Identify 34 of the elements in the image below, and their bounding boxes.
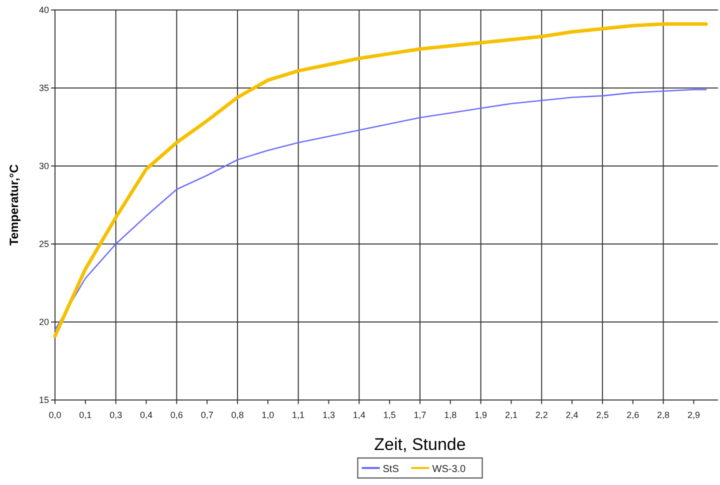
y-tick-label: 40 xyxy=(38,5,49,16)
legend-label: StS xyxy=(382,464,400,475)
x-tick-label: 1,1 xyxy=(292,410,305,420)
x-tick-label: 1,4 xyxy=(352,410,366,420)
x-tick-label: 2,6 xyxy=(626,410,640,420)
y-tick-label: 30 xyxy=(38,161,49,172)
x-tick-label: 0,6 xyxy=(170,410,183,420)
y-tick-label: 35 xyxy=(38,83,49,94)
x-tick-label: 0,8 xyxy=(231,410,244,420)
y-tick-label: 15 xyxy=(38,395,49,406)
legend-label: WS-3.0 xyxy=(432,464,466,475)
x-tick-label: 2,9 xyxy=(687,410,700,420)
x-tick-label: 1,0 xyxy=(262,410,274,420)
x-tick-label: 2,8 xyxy=(657,410,670,420)
x-tick-label: 0,1 xyxy=(79,410,92,420)
x-tick-label: 2,1 xyxy=(504,410,518,420)
x-tick-label: 0,3 xyxy=(110,410,122,420)
y-tick-label: 25 xyxy=(38,239,49,250)
x-tick-label: 1,9 xyxy=(474,410,488,420)
x-tick-label: 0,7 xyxy=(200,410,214,420)
line-series xyxy=(53,22,708,338)
x-tick-label: 2,4 xyxy=(566,410,578,420)
x-tick-label: 2,2 xyxy=(535,410,548,420)
x-tick-label: 1,7 xyxy=(414,410,426,420)
y-axis-title: Temperatur,°C xyxy=(7,164,21,246)
x-tick-label: 1,5 xyxy=(383,410,396,420)
x-tick-label: 1,3 xyxy=(322,410,335,420)
x-tick-label: 2,5 xyxy=(596,410,609,420)
x-tick-label: 0,0 xyxy=(48,410,62,420)
line-series xyxy=(54,88,707,330)
x-tick-label: 0,4 xyxy=(140,410,152,420)
x-tick-label: 1,8 xyxy=(444,410,457,420)
y-tick-label: 20 xyxy=(38,317,49,328)
x-axis-title: Zeit, Stunde xyxy=(374,435,466,454)
